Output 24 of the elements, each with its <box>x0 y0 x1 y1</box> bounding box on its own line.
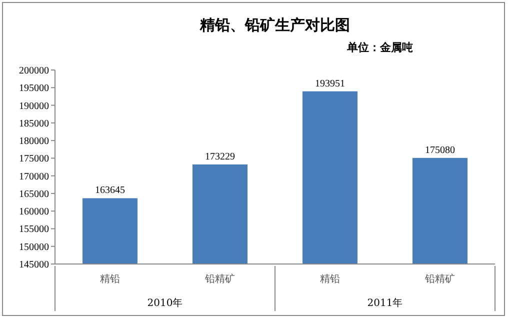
y-tick-label: 185000 <box>19 118 49 130</box>
y-tick-label: 145000 <box>19 260 49 270</box>
x-tick-label: 铅精矿 <box>204 273 235 285</box>
x-tick-label: 精铅 <box>320 273 340 285</box>
y-tick-label: 155000 <box>19 224 49 236</box>
data-label: 193951 <box>315 78 345 90</box>
y-tick-label: 195000 <box>19 83 49 94</box>
data-label: 173229 <box>205 151 235 162</box>
y-tick-label: 175000 <box>19 154 49 165</box>
y-tick-label: 165000 <box>19 188 49 200</box>
text: 2010年 <box>147 297 183 309</box>
y-tick-label: 170000 <box>19 171 49 182</box>
y-tick-label: 200000 <box>19 66 49 76</box>
data-label: 163645 <box>95 185 125 196</box>
data-label: 175080 <box>425 144 455 156</box>
y-tick-label: 150000 <box>19 242 49 253</box>
x-tick-label: 精铅 <box>100 273 120 285</box>
chart-subtitle: 单位：金属吨 <box>346 41 413 54</box>
y-tick-label: 160000 <box>19 206 49 218</box>
x-tick-label: 铅精矿 <box>424 273 455 285</box>
text: 2011年 <box>367 297 403 309</box>
y-tick-label: 190000 <box>19 100 49 112</box>
y-tick-label: 180000 <box>19 136 49 148</box>
chart-title: 精铅、铅矿生产对比图 <box>199 16 350 34</box>
